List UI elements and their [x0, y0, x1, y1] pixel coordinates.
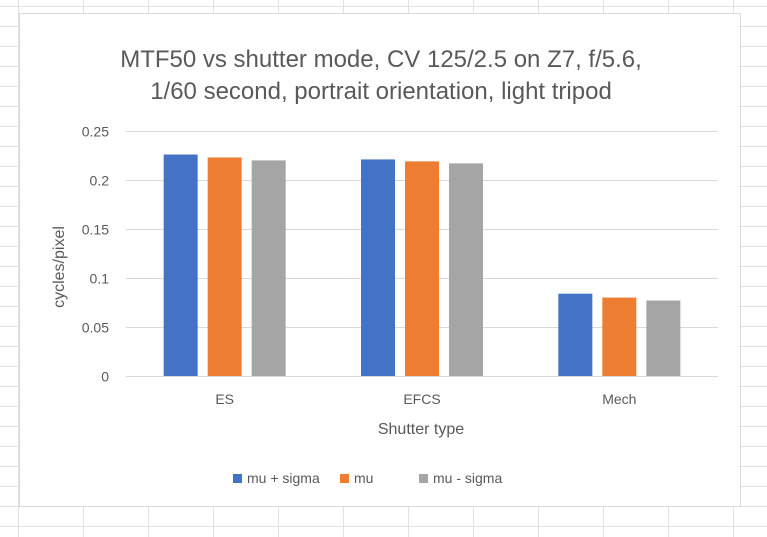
x-tick-label: EFCS [403, 391, 440, 407]
bars [163, 154, 681, 376]
chart-title-line-1: MTF50 vs shutter mode, CV 125/2.5 on Z7,… [120, 46, 642, 73]
bar[interactable] [251, 160, 286, 376]
y-tick-labels: 0 0.05 0.1 0.15 0.2 0.25 [82, 124, 109, 385]
legend-label: mu + sigma [247, 470, 320, 486]
x-tick-label: Mech [602, 391, 636, 407]
bar[interactable] [405, 161, 439, 376]
bar[interactable] [163, 154, 198, 376]
bar[interactable] [602, 297, 637, 376]
bar[interactable] [207, 157, 242, 376]
bar[interactable] [646, 300, 681, 376]
legend-swatch [340, 474, 349, 483]
chart-title-line-2: 1/60 second, portrait orientation, light… [150, 78, 612, 105]
chart-area[interactable]: MTF50 vs shutter mode, CV 125/2.5 on Z7,… [19, 13, 741, 507]
x-tick-label: ES [215, 391, 234, 407]
y-tick-label: 0.05 [82, 320, 109, 336]
legend-label: mu [354, 470, 373, 486]
bar[interactable] [558, 293, 593, 376]
y-axis-title: cycles/pixel [51, 226, 68, 308]
legend-swatch [419, 474, 428, 483]
y-tick-label: 0 [101, 369, 109, 385]
bar[interactable] [361, 159, 395, 376]
y-tick-label: 0.25 [82, 124, 109, 140]
chart-plot: MTF50 vs shutter mode, CV 125/2.5 on Z7,… [51, 46, 718, 486]
legend: mu + sigma mu mu - sigma [233, 470, 502, 486]
y-tick-label: 0.1 [90, 271, 110, 287]
x-tick-labels: ES EFCS Mech [215, 391, 636, 407]
y-tick-label: 0.15 [82, 222, 109, 238]
x-axis-title: Shutter type [378, 421, 464, 438]
y-tick-label: 0.2 [90, 173, 110, 189]
legend-swatch [233, 474, 242, 483]
legend-label: mu - sigma [433, 470, 502, 486]
bar[interactable] [449, 163, 483, 376]
